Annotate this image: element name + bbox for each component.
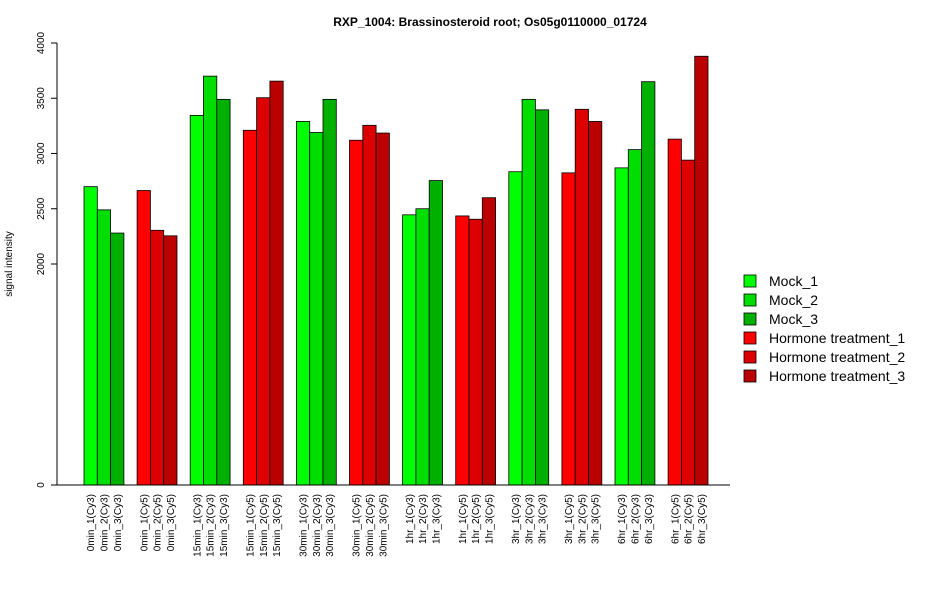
x-tick-label: 30min_3(Cy5) — [378, 494, 389, 557]
bar — [216, 98, 231, 486]
bar — [641, 81, 656, 486]
bar — [322, 98, 337, 486]
legend-swatch — [743, 331, 757, 345]
y-tick-label: 3500 — [36, 87, 47, 110]
bar — [415, 208, 430, 486]
bar — [149, 229, 165, 486]
bar — [189, 114, 204, 486]
bars — [83, 55, 709, 486]
bar — [614, 167, 629, 486]
bar — [110, 232, 125, 486]
bar — [694, 55, 709, 486]
x-tick-label: 15min_2(Cy5) — [259, 494, 270, 557]
bar — [561, 172, 576, 486]
bar — [521, 98, 536, 486]
y-tick-label: 4000 — [36, 31, 47, 54]
x-tick-label: 6hr_3(Cy3) — [644, 494, 655, 544]
y-tick-label: 3000 — [36, 142, 47, 165]
bar — [667, 138, 682, 486]
x-tick-label: 3hr_2(Cy5) — [577, 494, 588, 544]
y-axis: 0 2000 2500 3000 3500 4000 — [36, 31, 58, 488]
bar — [375, 132, 390, 486]
legend-label: Hormone treatment_1 — [769, 330, 905, 346]
x-tick-label: 6hr_1(Cy3) — [617, 494, 628, 544]
x-tick-label: 0min_2(Cy5) — [153, 494, 164, 551]
x-tick-label: 30min_2(Cy3) — [312, 494, 323, 557]
x-tick-label: 30min_1(Cy3) — [299, 494, 310, 557]
y-axis-title: signal intensity — [4, 231, 15, 297]
x-tick-label: 0min_2(Cy3) — [99, 494, 110, 551]
bar — [428, 180, 443, 486]
bar — [349, 139, 364, 486]
x-tick-label: 1hr_3(Cy5) — [484, 494, 495, 544]
x-tick-label: 30min_1(Cy5) — [352, 494, 363, 557]
x-tick-label: 15min_1(Cy5) — [245, 494, 256, 557]
bar — [574, 108, 589, 486]
x-tick-label: 0min_1(Cy3) — [86, 494, 97, 551]
x-tick-label: 3hr_2(Cy3) — [524, 494, 535, 544]
bar — [242, 129, 258, 486]
y-tick-label: 2500 — [36, 197, 47, 220]
legend: Mock_1 Mock_2 Mock_3 Hormone treatment_1 Hor… — [743, 273, 905, 384]
x-axis-labels: 0min_1(Cy3) 0min_2(Cy3) 0min_3(Cy3) 0min_1(… — [86, 494, 708, 557]
x-tick-label: 15min_3(Cy5) — [272, 494, 283, 557]
x-tick-label: 1hr_2(Cy5) — [471, 494, 482, 544]
x-tick-label: 1hr_3(Cy3) — [431, 494, 442, 544]
legend-label: Hormone treatment_3 — [769, 368, 905, 384]
x-tick-label: 3hr_3(Cy5) — [591, 494, 602, 544]
bar — [256, 97, 271, 486]
bar — [309, 132, 324, 486]
x-tick-label: 0min_3(Cy3) — [113, 494, 124, 551]
bar — [627, 149, 642, 486]
x-tick-label: 6hr_2(Cy3) — [630, 494, 641, 544]
x-tick-label: 6hr_1(Cy5) — [670, 494, 681, 544]
x-tick-label: 30min_3(Cy3) — [325, 494, 336, 557]
bar — [362, 124, 377, 486]
bar — [96, 209, 112, 486]
bar — [83, 186, 98, 486]
x-tick-label: 6hr_3(Cy5) — [697, 494, 708, 544]
x-tick-label: 15min_1(Cy3) — [192, 494, 203, 557]
legend-swatch — [743, 369, 757, 383]
bar — [402, 214, 417, 486]
legend-label: Hormone treatment_2 — [769, 349, 905, 365]
x-tick-label: 3hr_1(Cy3) — [511, 494, 522, 544]
x-tick-label: 3hr_1(Cy5) — [564, 494, 575, 544]
legend-label: Mock_3 — [769, 311, 818, 327]
legend-label: Mock_1 — [769, 273, 818, 289]
x-tick-label: 15min_3(Cy3) — [219, 494, 230, 557]
bar — [136, 190, 151, 486]
x-tick-label: 6hr_2(Cy5) — [684, 494, 695, 544]
x-tick-label: 1hr_2(Cy3) — [418, 494, 429, 544]
legend-swatch — [743, 293, 757, 307]
x-tick-label: 0min_1(Cy5) — [139, 494, 150, 551]
chart-title: RXP_1004: Brassinosteroid root; Os05g011… — [333, 15, 647, 29]
x-tick-label: 1hr_1(Cy5) — [458, 494, 469, 544]
bar — [269, 80, 284, 486]
bar — [455, 215, 470, 486]
y-tick-label: 2000 — [36, 252, 47, 275]
x-tick-label: 3hr_3(Cy3) — [538, 494, 549, 544]
x-tick-label: 15min_2(Cy3) — [206, 494, 217, 557]
bar — [535, 109, 550, 486]
legend-swatch — [743, 312, 757, 326]
bar — [588, 121, 603, 486]
y-tick-label: 0 — [36, 482, 47, 488]
x-tick-label: 30min_2(Cy5) — [365, 494, 376, 557]
bar — [481, 197, 496, 486]
legend-swatch — [743, 274, 757, 288]
bar — [295, 121, 311, 486]
bar — [681, 159, 696, 486]
bar — [508, 171, 523, 486]
bar — [203, 75, 218, 486]
legend-swatch — [743, 350, 757, 364]
legend-label: Mock_2 — [769, 292, 818, 308]
bar — [468, 218, 483, 486]
x-tick-label: 1hr_1(Cy3) — [405, 494, 416, 544]
bar — [163, 235, 178, 486]
x-tick-label: 0min_3(Cy5) — [166, 494, 177, 551]
